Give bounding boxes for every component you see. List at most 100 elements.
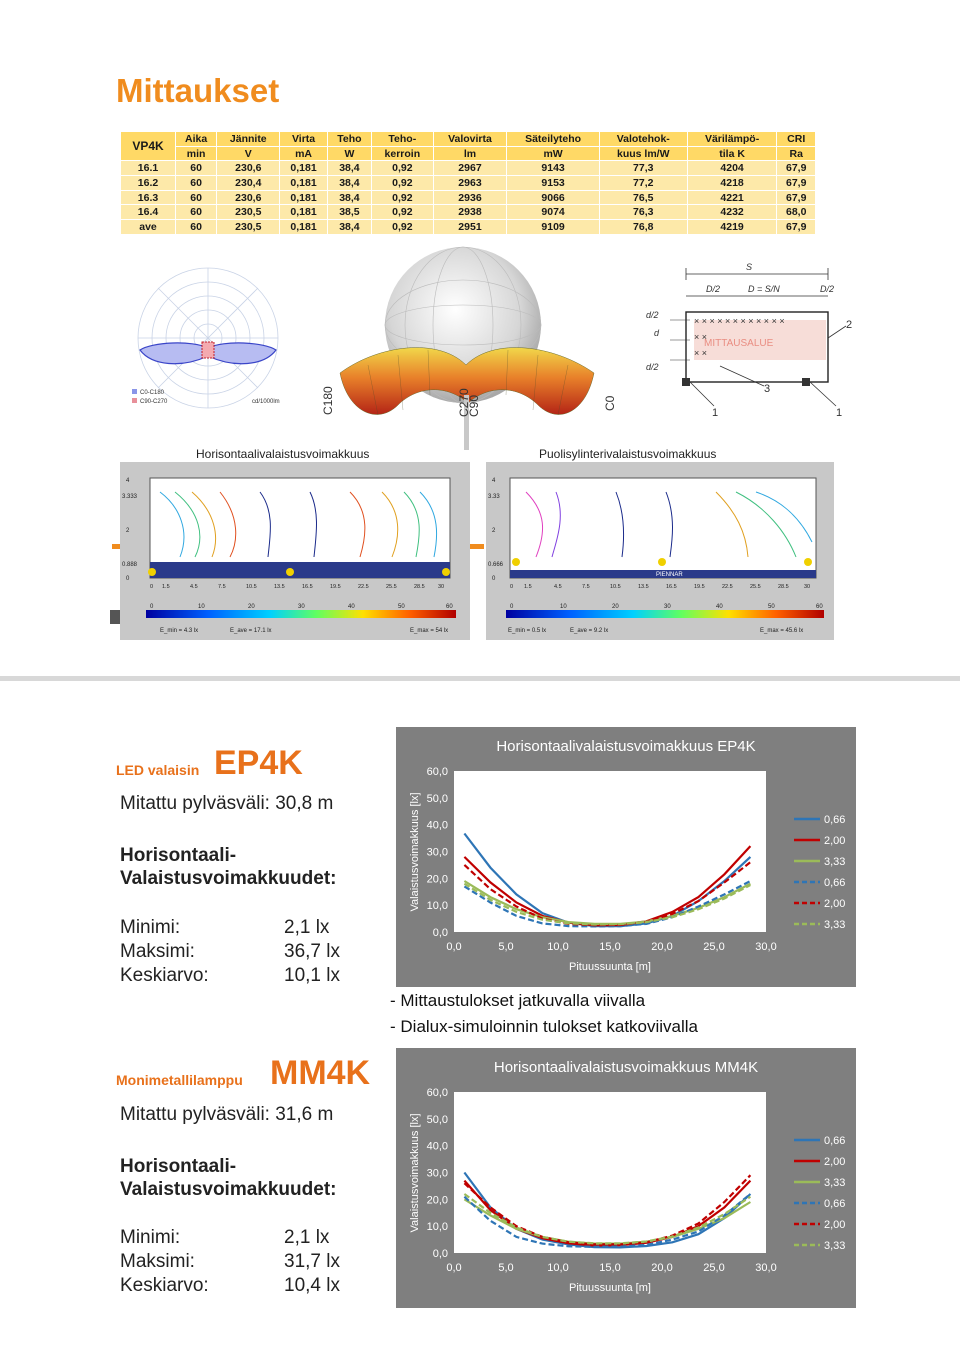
solid-label-c180: C180 [321,386,335,415]
table-corner: VP4K [119,130,177,162]
iso-right-scale: 50 [768,604,775,610]
chart-legend-label: 2,00 [824,1219,845,1231]
iso-left-xtick: 0 [150,584,153,590]
page-title: Mittaukset [116,72,280,109]
table-header: Aika [175,131,218,147]
layout-label-3: 3 [764,383,770,395]
table-cell: 0,92 [371,175,434,191]
table-unit: V [216,145,281,162]
table-unit: Ra [776,145,816,162]
iso-left-xtick: 4.5 [190,584,198,590]
mm4k-heading-1: Horisontaali- [120,1156,237,1177]
iso-right-stat: E_max = 45.6 lx [760,628,803,634]
mm4k-small-label: Monimetallilamppu [116,1072,243,1088]
iso-left-xtick: 28.5 [414,584,425,590]
chart-xlabel: Pituussuunta [m] [569,961,651,973]
table-header-row: VP4K Aika Jännite Virta Teho Teho- Valov… [119,130,816,162]
chart-legend-label: 2,00 [824,1156,845,1168]
chart-ytick: 10,0 [427,900,448,912]
iso-left-ytick: 3.333 [122,494,138,500]
chart-plot-area [454,1092,766,1253]
chart-legend-label: 3,33 [824,1240,845,1252]
table-cell: 0,92 [371,204,434,221]
iso-right-scale: 30 [664,604,671,610]
mm4k-heading-2: Valaistusvoimakkuudet: [120,1179,337,1200]
iso-left-xtick: 19.5 [330,584,341,590]
chart-series-line [463,1193,752,1248]
layout-label-1b: 1 [836,407,842,419]
table-cell: 9066 [506,189,600,206]
polar-legend-1: C0-C180 [140,390,165,396]
table-cell: 4204 [686,160,778,177]
chart-ytick: 20,0 [427,1194,448,1206]
table-row-label: 16.3 [119,189,177,206]
chart-title: Horisontaalivalaistusvoimakkuus MM4K [494,1059,758,1076]
iso-left-xtick: 25.5 [386,584,397,590]
iso-left-scale: 30 [298,604,305,610]
layout-label-2: 2 [846,319,852,331]
chart-legend-label: 0,66 [824,1198,845,1210]
iso-left-stat: E_ave = 17.1 lx [230,628,272,634]
table-cell: 2963 [432,175,508,191]
iso-left-scale: 10 [198,604,205,610]
chart-xtick: 15,0 [599,1262,620,1274]
iso-left-scale: 0 [150,604,154,610]
iso-right-xtick: 30 [804,584,810,590]
chart-xtick: 10,0 [547,1262,568,1274]
table-header: Teho- [371,131,434,147]
table-cell: 230,4 [216,175,281,191]
svg-text:× × × × × × × × × × × ×: × × × × × × × × × × × × [694,316,785,326]
table-cell: 2938 [432,204,508,221]
mm4k-max-value: 31,7 lx [284,1251,340,1272]
layout-label-dd2: d [654,328,660,338]
table-row-label: 16.2 [119,175,177,191]
iso-left-ytick: 0.888 [122,562,138,568]
chart-ylabel: Valaistusvoimakkuus [lx] [409,1113,421,1232]
chart-ylabel: Valaistusvoimakkuus [lx] [409,792,421,911]
table-row-label: 16.4 [119,204,177,221]
table-cell: 4221 [686,189,778,206]
table-cell: 60 [175,189,218,206]
svg-text:× ×: × × [694,332,707,342]
measurement-table: VP4K Aika Jännite Virta Teho Teho- Valov… [119,130,816,235]
table-cell: 230,6 [216,160,281,177]
chart-ytick: 0,0 [433,927,448,939]
table-unit: W [326,145,373,162]
chart-legend-label: 0,66 [824,877,845,889]
iso-right-ytick: 4 [492,478,496,484]
table-cell: 76,5 [598,189,688,206]
iso-right-band: PIENNAR [656,572,683,578]
table-cell: 68,0 [776,204,816,221]
table-cell: 0,181 [279,219,328,235]
iso-right-scale: 20 [612,604,619,610]
table-cell: 77,3 [598,160,688,177]
iso-right-xtick: 19.5 [694,584,705,590]
table-cell: 76,3 [598,204,688,221]
table-cell: 60 [175,160,218,177]
iso-left-xtick: 16.5 [302,584,313,590]
iso-right-xtick: 0 [510,584,513,590]
table-cell: 230,5 [216,219,281,235]
table-cell: 2951 [432,219,508,235]
ep4k-min-value: 2,1 lx [284,917,330,938]
table-cell: 60 [175,204,218,221]
table-header: Värilämpö- [686,131,778,147]
mm4k-spacing: Mitattu pylväsväli: 31,6 m [120,1104,334,1125]
ep4k-avg-value: 10,1 lx [284,965,340,986]
table-row-label: ave [119,219,177,235]
ep4k-avg-label: Keskiarvo: [120,965,209,986]
table-unit: lm [432,145,508,162]
solid-label-c90: C90 [467,395,481,417]
table-header: Valotehok- [598,131,688,147]
table-cell: 0,92 [371,219,434,235]
chart-ytick: 60,0 [427,1087,448,1099]
chart-xtick: 5,0 [498,941,513,953]
chart-xtick: 25,0 [703,941,724,953]
iso-left-ytick: 0 [126,576,130,582]
iso-right-ytick: 0.666 [488,562,504,568]
table-cell: 77,2 [598,175,688,191]
chart-xtick: 5,0 [498,1262,513,1274]
chart-xtick: 0,0 [446,941,461,953]
table-cell: 0,181 [279,189,328,206]
chart-legend-label: 0,66 [824,1135,845,1147]
